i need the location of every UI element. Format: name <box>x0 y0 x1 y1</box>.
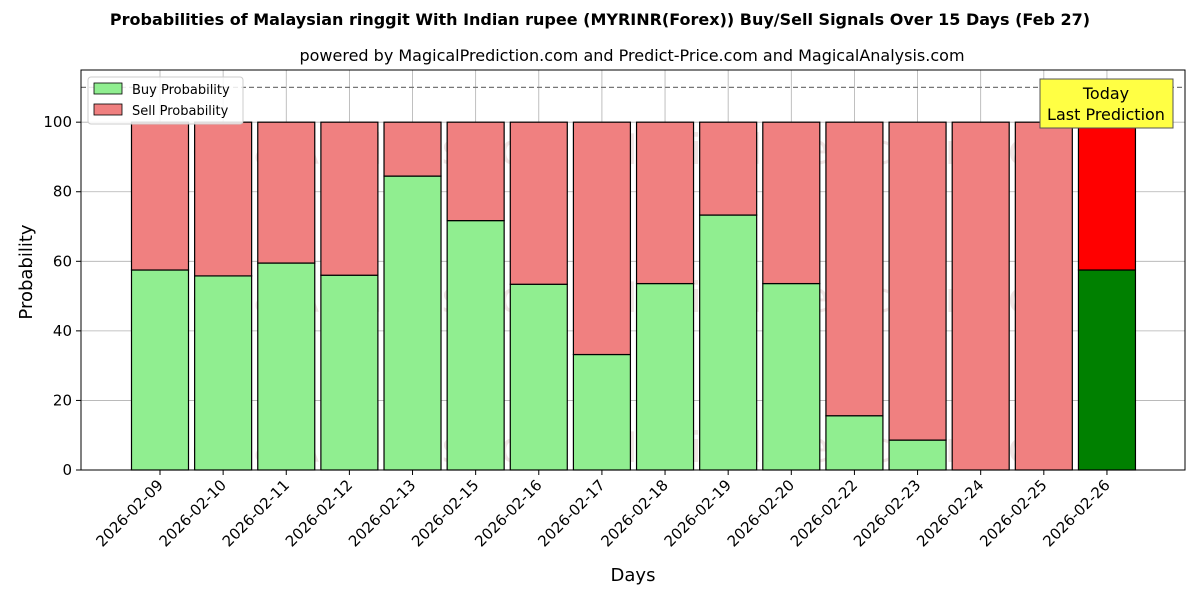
legend-swatch-sell <box>93 103 123 116</box>
bar-buy <box>762 282 821 471</box>
x-tick-label: 2026-02-12 <box>282 476 356 550</box>
bar-buy <box>194 275 253 471</box>
today-annotation: Today Last Prediction <box>1039 78 1174 129</box>
x-tick-label: 2026-02-26 <box>1039 476 1113 550</box>
bar-sell <box>320 121 379 276</box>
bar-sell <box>130 121 190 271</box>
legend-frame <box>87 76 244 125</box>
x-axis-label: Days <box>611 565 656 586</box>
x-tick-label: 2026-02-09 <box>92 476 166 550</box>
x-tick-label: 2026-02-15 <box>408 476 482 550</box>
x-tick-label: 2026-02-17 <box>534 476 608 550</box>
bar-sell <box>446 121 505 222</box>
bar-sell <box>194 121 253 277</box>
bar-buy <box>825 415 884 471</box>
chart-subtitle: powered by MagicalPrediction.com and Pre… <box>299 46 965 65</box>
plot-frame <box>80 69 1186 471</box>
x-tick-label: 2026-02-22 <box>787 476 861 550</box>
x-tick-label: 2026-02-24 <box>913 476 987 550</box>
bar-buy <box>1077 269 1137 471</box>
chart-title: Probabilities of Malaysian ringgit With … <box>109 10 1091 29</box>
bar-buy <box>446 220 505 471</box>
y-axis-label: Probability <box>16 224 37 319</box>
annotation-line-1: Today <box>1082 84 1129 103</box>
bar-buy <box>888 439 947 471</box>
bar-buy <box>257 262 316 471</box>
legend-label-buy: Buy Probability <box>132 83 230 98</box>
x-tick-label: 2026-02-16 <box>471 476 545 550</box>
bar-layer <box>81 86 1185 471</box>
x-tick-label: 2026-02-25 <box>976 476 1050 550</box>
x-tick-label: 2026-02-13 <box>345 476 419 550</box>
bar-buy <box>635 282 695 471</box>
x-tick-label: 2026-02-18 <box>597 476 671 550</box>
legend-swatch-buy <box>93 82 123 95</box>
y-tick-label: 0 <box>62 461 72 479</box>
y-tick-label: 40 <box>53 322 72 340</box>
y-tick-label: 80 <box>53 183 72 201</box>
bar-sell <box>635 121 695 285</box>
legend: Buy Probability Sell Probability <box>87 76 244 125</box>
bar-buy <box>320 274 379 471</box>
x-tick-label: 2026-02-10 <box>156 476 230 550</box>
bar-sell <box>888 121 947 441</box>
x-tick-label: 2026-02-11 <box>219 476 293 550</box>
annotation-line-2: Last Prediction <box>1047 105 1165 124</box>
bar-sell <box>509 121 568 285</box>
legend-label-sell: Sell Probability <box>132 104 229 119</box>
bar-sell <box>257 121 316 264</box>
y-tick-label: 60 <box>53 252 72 270</box>
bar-sell <box>762 121 821 285</box>
bar-sell <box>572 121 632 356</box>
y-tick-label: 100 <box>43 113 72 131</box>
bar-sell <box>699 121 758 216</box>
bar-buy <box>699 214 758 471</box>
bar-sell <box>383 121 442 177</box>
bar-sell <box>1077 121 1137 271</box>
bar-sell <box>825 121 884 417</box>
bar-buy <box>383 175 442 471</box>
x-tick-label: 2026-02-20 <box>724 476 798 550</box>
bar-sell <box>1014 121 1073 471</box>
bar-buy <box>130 269 190 471</box>
x-tick-label: 2026-02-23 <box>850 476 924 550</box>
y-tick-label: 20 <box>53 391 72 409</box>
bar-buy <box>572 353 632 471</box>
x-tick-label: 2026-02-19 <box>661 476 735 550</box>
bar-buy <box>509 283 568 471</box>
annotation-box <box>1039 78 1174 129</box>
bar-sell <box>951 121 1010 471</box>
